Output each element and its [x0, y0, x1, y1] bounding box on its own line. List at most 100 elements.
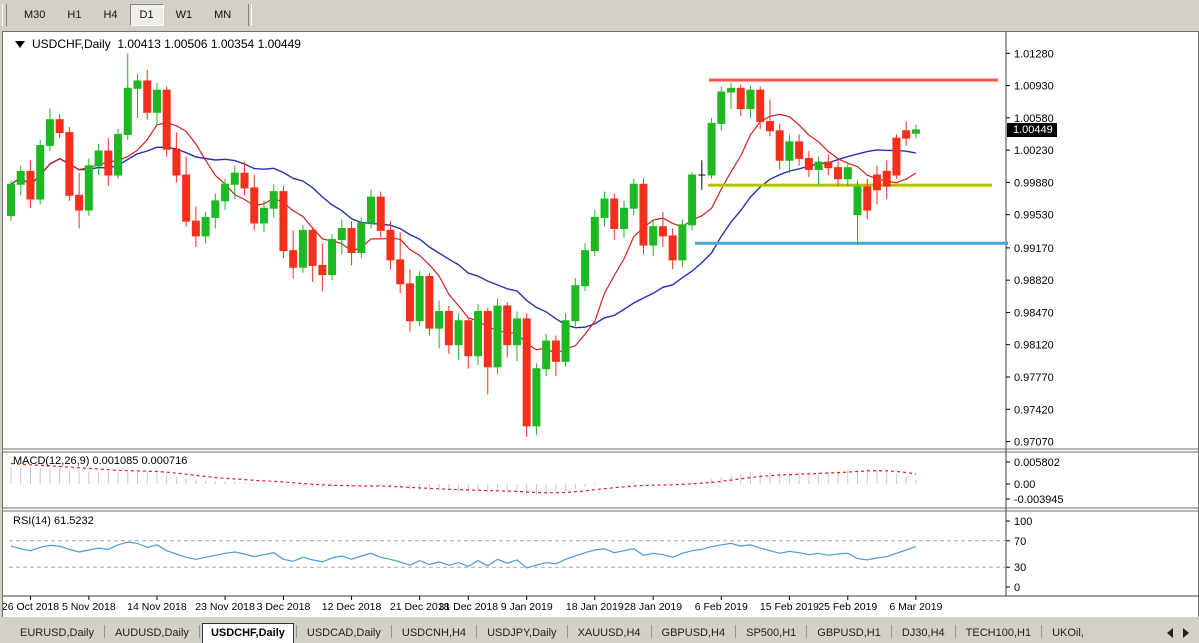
- candle: [493, 298, 502, 375]
- date-axis-label: 9 Jan 2019: [501, 601, 553, 613]
- date-axis-label: 15 Feb 2019: [760, 601, 819, 613]
- macd-axis[interactable]: 0.005802 0.00 -0.003945: [1006, 457, 1064, 506]
- support-blue-line[interactable]: [695, 241, 1008, 245]
- tab-dj30-h4[interactable]: DJ30,H4: [901, 627, 945, 639]
- date-axis-label: 31 Dec 2018: [439, 601, 499, 613]
- candle: [162, 86, 171, 157]
- candle: [483, 307, 492, 395]
- candle: [736, 84, 745, 116]
- timeframe-button-h4[interactable]: H4: [103, 9, 118, 21]
- candle: [795, 134, 804, 166]
- pane-splitter[interactable]: [3, 507, 1198, 512]
- support-olive-line[interactable]: [708, 183, 992, 187]
- tab-audusd-daily[interactable]: AUDUSD,Daily: [114, 627, 189, 639]
- date-axis-label: 21 Dec 2018: [390, 601, 450, 613]
- candle: [65, 127, 74, 201]
- candle: [7, 180, 15, 222]
- candle: [289, 230, 298, 279]
- symbol-tab-bar: EURUSD,Daily AUDUSD,Daily USDCHF,Daily USDC…: [0, 617, 1199, 643]
- tab-scroll-left-icon[interactable]: [1167, 628, 1173, 638]
- candle: [454, 313, 463, 360]
- tab-separator: [806, 625, 808, 638]
- chart-menu-triangle-icon[interactable]: [15, 41, 25, 48]
- tab-scroll-right-icon[interactable]: [1183, 628, 1189, 638]
- candle: [318, 243, 327, 292]
- timeframe-button-h1[interactable]: H1: [67, 9, 82, 21]
- tab-eurusd-daily[interactable]: EURUSD,Daily: [20, 627, 94, 639]
- candle: [425, 272, 434, 336]
- date-axis[interactable]: 26 Oct 2018 5 Nov 2018 14 Nov 2018 23 Nov 2…: [3, 596, 943, 613]
- tab-usdcnh-h4[interactable]: USDCNH,H4: [401, 627, 467, 639]
- tab-gbpusd-h1[interactable]: GBPUSD,H1: [817, 627, 881, 639]
- ohlc-high: 1.00506: [164, 37, 208, 51]
- candle: [16, 165, 25, 196]
- candle: [201, 211, 210, 244]
- timeframe-button-w1[interactable]: W1: [175, 9, 193, 21]
- price-axis-label: 0.97770: [1014, 372, 1054, 384]
- rsi-axis[interactable]: 100 70 30 0: [1006, 516, 1032, 594]
- candle: [824, 154, 833, 176]
- candle: [191, 206, 200, 247]
- candle: [474, 304, 483, 365]
- rsi-value: 61.5232: [53, 515, 94, 527]
- candle: [649, 219, 658, 257]
- candle: [688, 172, 697, 231]
- candle: [756, 86, 765, 129]
- ma-slow: [10, 146, 917, 329]
- candle: [308, 226, 317, 282]
- macd-axis-label: 0.005802: [1014, 457, 1060, 469]
- macd-value: 0.001085: [92, 455, 139, 467]
- tab-xauusd-h4[interactable]: XAUUSD,H4: [577, 627, 641, 639]
- candle: [337, 219, 346, 255]
- candle: [853, 180, 862, 246]
- tab-ukoil-[interactable]: UKOil,: [1052, 627, 1084, 639]
- toolbar-gripper-icon[interactable]: [2, 4, 7, 26]
- ohlc-close: 1.00449: [257, 37, 301, 51]
- candle: [415, 270, 424, 327]
- timeframe-button-mn[interactable]: MN: [214, 9, 232, 21]
- tab-usdcad-daily[interactable]: USDCAD,Daily: [306, 627, 381, 639]
- chart-canvas[interactable]: 1.01280 1.00930 1.00580 1.00230 0.99880 0.995…: [3, 32, 1199, 617]
- tab-usdjpy-daily[interactable]: USDJPY,Daily: [487, 627, 557, 639]
- macd-axis-label: -0.003945: [1014, 494, 1064, 506]
- tab-sp500-h1[interactable]: SP500,H1: [746, 627, 797, 639]
- date-axis-label: 12 Dec 2018: [322, 601, 382, 613]
- candle: [561, 313, 570, 367]
- price-axis-label: 0.97420: [1014, 404, 1054, 416]
- candle: [55, 114, 64, 139]
- chart-title: USDCHF,Daily 1.00413 1.00506 1.00354 1.0…: [15, 37, 301, 51]
- candle: [114, 128, 123, 179]
- date-axis-label: 23 Nov 2018: [195, 601, 255, 613]
- candle: [250, 175, 259, 231]
- tab-usdchf-daily[interactable]: USDCHF,Daily: [201, 623, 294, 643]
- resistance-line[interactable]: [709, 78, 998, 82]
- tab-separator: [476, 625, 478, 638]
- support-olive-line[interactable]: [708, 183, 992, 187]
- candle: [658, 211, 667, 247]
- pane-splitter[interactable]: [3, 448, 1198, 453]
- ohlc-low: 1.00354: [210, 37, 255, 51]
- date-axis-label: 14 Nov 2018: [127, 601, 187, 613]
- resistance-line[interactable]: [709, 78, 998, 82]
- tab-separator: [650, 625, 652, 638]
- pane-frame: [3, 32, 1198, 597]
- tab-tech100-h1[interactable]: TECH100,H1: [965, 627, 1032, 639]
- candle: [367, 189, 376, 229]
- price-axis-label: 0.98820: [1014, 275, 1054, 287]
- timeframe-button-m30[interactable]: M30: [24, 9, 46, 21]
- candle: [619, 200, 628, 238]
- price-axis[interactable]: 1.01280 1.00930 1.00580 1.00230 0.99880 0.995…: [1006, 48, 1054, 449]
- candle: [172, 132, 181, 183]
- tab-gbpusd-h4[interactable]: GBPUSD,H4: [661, 627, 726, 639]
- candle: [785, 134, 794, 174]
- candle: [376, 191, 385, 238]
- ma-fast: [10, 113, 917, 355]
- candle: [143, 69, 152, 120]
- candle: [872, 165, 881, 205]
- support-blue-line[interactable]: [695, 241, 1008, 245]
- timeframe-button-d1[interactable]: D1: [129, 4, 164, 26]
- macd-signal-line: [10, 462, 916, 494]
- candle: [26, 160, 35, 209]
- candle: [123, 53, 132, 140]
- price-axis-label: 0.98470: [1014, 307, 1054, 319]
